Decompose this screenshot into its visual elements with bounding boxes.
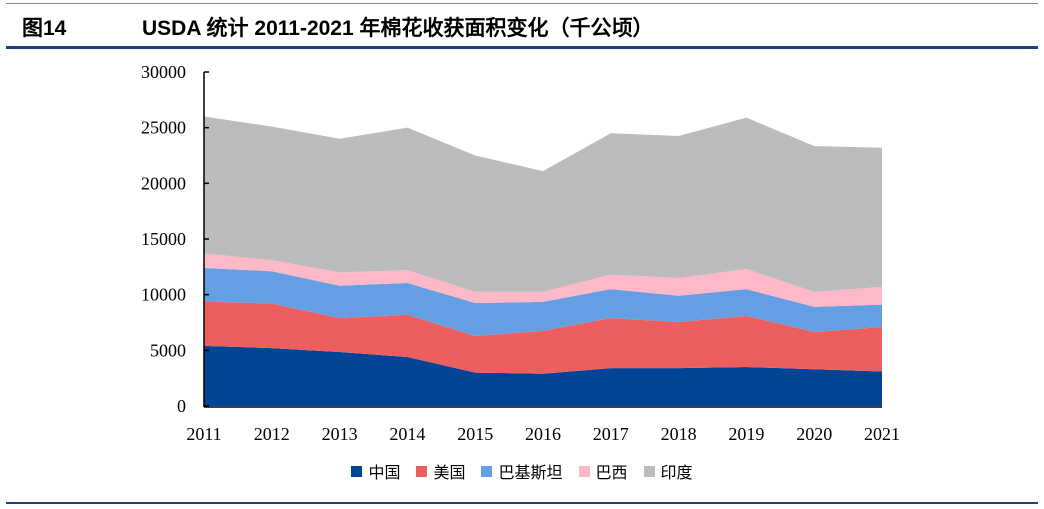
legend-item: 美国 [416,459,465,483]
y-tick-label: 25000 [141,118,186,138]
legend-item: 印度 [643,459,693,483]
legend-swatch [481,465,493,477]
x-tick-label: 2014 [389,424,425,444]
figure-header: 图14 USDA 统计 2011-2021 年棉花收获面积变化（千公顷） [22,10,654,44]
area-series-1 [204,301,882,374]
area-series-4 [204,116,882,292]
x-tick-label: 2013 [322,424,358,444]
figure-title: USDA 统计 2011-2021 年棉花收获面积变化（千公顷） [142,17,654,40]
top-border [6,3,1038,4]
x-tick-label: 2015 [457,424,493,444]
legend-item: 中国 [351,459,400,483]
x-tick-label: 2018 [661,424,697,444]
legend-swatch [416,465,428,477]
legend-label: 印度 [660,463,693,482]
x-tick-label: 2019 [728,424,764,444]
legend-swatch [351,465,363,477]
y-tick-label: 20000 [141,173,186,193]
y-tick-label: 30000 [141,62,186,82]
legend-label: 美国 [433,463,466,482]
legend-item: 巴基斯坦 [481,459,563,483]
x-tick-label: 2021 [864,424,900,444]
title-rule [6,46,1038,49]
legend-label: 巴西 [595,463,628,482]
y-tick-label: 5000 [150,340,186,360]
legend-swatch [578,465,590,477]
legend-label: 中国 [368,463,401,482]
area-series-0 [204,345,882,406]
y-tick-label: 0 [177,396,186,416]
x-tick-label: 2012 [254,424,290,444]
y-tick-label: 15000 [141,229,186,249]
legend: 中国 美国 巴基斯坦 巴西 印度 [0,459,1044,483]
legend-item: 巴西 [578,459,628,483]
x-tick-label: 2020 [796,424,832,444]
figure-label: 图14 [22,17,67,40]
bottom-border [6,502,1038,504]
x-tick-label: 2017 [593,424,629,444]
x-tick-label: 2016 [525,424,561,444]
x-tick-label: 2011 [186,424,221,444]
y-tick-label: 10000 [141,285,186,305]
legend-label: 巴基斯坦 [498,463,563,482]
area-series-3 [204,253,882,307]
legend-swatch [643,465,655,477]
